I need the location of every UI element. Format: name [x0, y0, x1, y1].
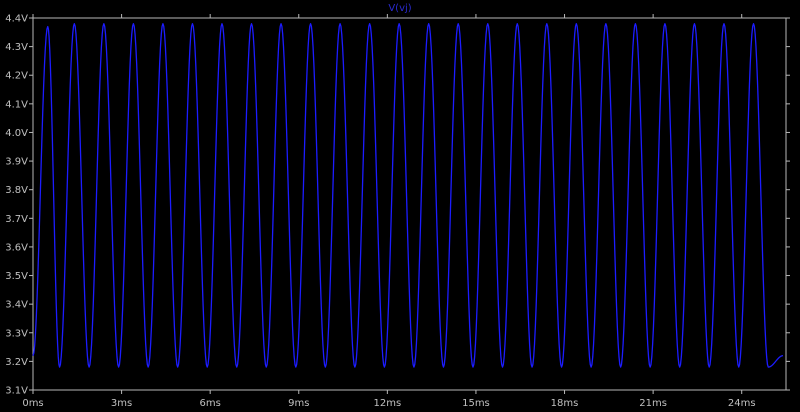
- x-tick-label: 0ms: [22, 398, 43, 409]
- y-tick-label: 4.3V: [5, 42, 28, 53]
- y-tick-label: 3.2V: [5, 357, 28, 368]
- y-tick-label: 3.6V: [5, 242, 28, 253]
- y-tick-label: 4.0V: [5, 128, 28, 139]
- y-tick-label: 3.1V: [5, 386, 28, 397]
- y-tick-label: 3.4V: [5, 300, 28, 311]
- y-tick-label: 3.5V: [5, 271, 28, 282]
- x-tick-label: 21ms: [639, 398, 667, 409]
- y-tick-label: 4.4V: [5, 14, 28, 25]
- x-tick-label: 24ms: [728, 398, 756, 409]
- y-tick-label: 4.1V: [5, 99, 28, 110]
- axes: [32, 17, 787, 391]
- x-tick-label: 12ms: [374, 398, 402, 409]
- trace-title[interactable]: V(vj): [388, 3, 411, 14]
- x-tick-label: 18ms: [551, 398, 579, 409]
- x-tick-label: 3ms: [111, 398, 132, 409]
- axis-ticks: 3.1V 3.2V 3.3V 3.4V 3.5V 3.6V 3.7V 3.8V 3.9V 4.0V…: [5, 14, 790, 409]
- x-tick-label: 9ms: [288, 398, 309, 409]
- y-tick-label: 3.3V: [5, 328, 28, 339]
- y-tick-label: 3.9V: [5, 157, 28, 168]
- y-tick-label: 3.7V: [5, 214, 28, 225]
- y-tick-label: 4.2V: [5, 71, 28, 82]
- plot-frame: [32, 17, 787, 391]
- y-tick-label: 3.8V: [5, 185, 28, 196]
- traces: [32, 23, 784, 368]
- waveform-trace: [32, 23, 784, 368]
- x-tick-label: 15ms: [462, 398, 490, 409]
- x-tick-label: 6ms: [200, 398, 221, 409]
